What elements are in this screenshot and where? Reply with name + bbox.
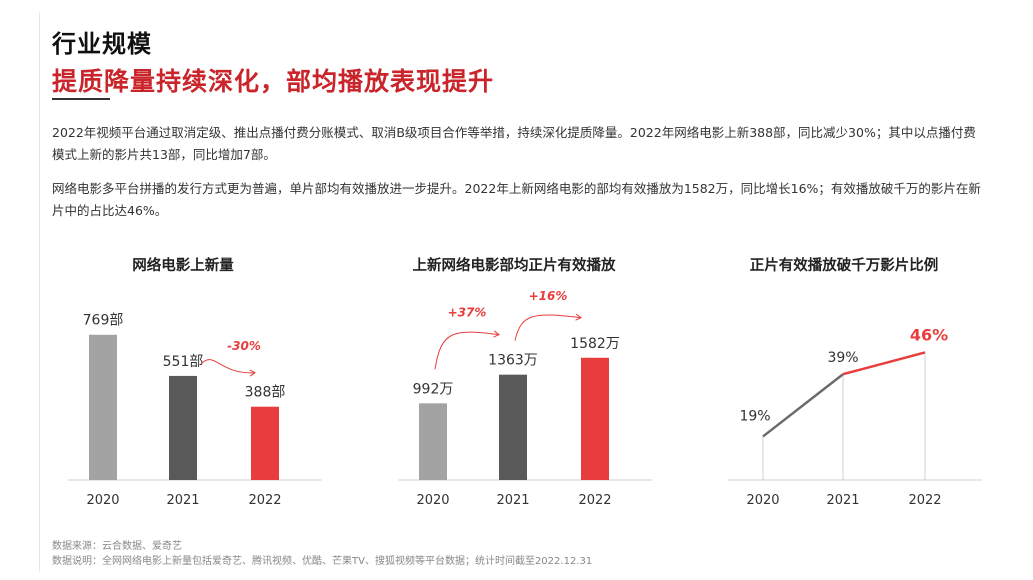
data-label-2021: 39%	[827, 350, 858, 366]
section-title: 行业规模	[52, 30, 152, 58]
bar-2022	[251, 406, 279, 480]
trend-line-segment-2	[842, 351, 926, 376]
tick-label-2020: 2020	[746, 493, 779, 508]
bar-2021	[499, 374, 527, 480]
change-arrow-2022	[514, 314, 582, 341]
change-label-2022: +16%	[529, 289, 568, 303]
data-label-2022: 1582万	[570, 336, 620, 352]
tick-label-2021: 2021	[496, 493, 529, 508]
tick-label-2021: 2021	[166, 493, 199, 508]
data-label-2022: 46%	[910, 325, 948, 344]
change-arrowhead-2022	[249, 369, 256, 377]
change-arrowhead-2021	[493, 330, 500, 338]
bar-2021	[169, 375, 197, 480]
chart-ten-million-ratio: 2020 2021 2022 19% 39% 46%	[728, 325, 982, 508]
tick-label-2021: 2021	[826, 493, 859, 508]
data-label-2020: 992万	[413, 381, 454, 397]
change-label-2021: +37%	[448, 306, 487, 320]
data-note: 数据说明：全网网络电影上新量包括爱奇艺、腾讯视频、优酷、芒果TV、搜狐视频等平台…	[52, 556, 593, 567]
chart-3-title: 正片有效播放破千万影片比例	[749, 258, 939, 274]
tick-label-2020: 2020	[416, 493, 449, 508]
bar-2020	[419, 403, 447, 480]
chart-2-title: 上新网络电影部均正片有效播放	[412, 258, 616, 274]
tick-label-2022: 2022	[578, 493, 611, 508]
data-label-2022: 388部	[245, 385, 286, 401]
data-label-2020: 769部	[83, 313, 124, 329]
paragraph-2: 网络电影多平台拼播的发行方式更为普遍，单片部均有效播放进一步提升。2022年上新…	[52, 181, 981, 218]
tick-label-2022: 2022	[248, 493, 281, 508]
headline-underline	[52, 98, 110, 100]
data-label-2021: 551部	[163, 354, 204, 370]
chart-new-releases: 769部 2020 551部 2021 388部 2022 -30%	[68, 313, 322, 508]
change-arrowhead-2022	[575, 313, 582, 321]
change-arrow-2021	[434, 331, 500, 370]
paragraph-1: 2022年视频平台通过取消定级、推出点播付费分账模式、取消B级项目合作等举措，持…	[52, 125, 976, 162]
data-source: 数据来源：云合数据、爱奇艺	[52, 541, 182, 552]
chart-1-title: 网络电影上新量	[132, 258, 234, 274]
tick-label-2020: 2020	[86, 493, 119, 508]
bar-2022	[581, 357, 609, 480]
bar-2020	[89, 334, 117, 480]
headline: 提质降量持续深化，部均播放表现提升	[52, 67, 495, 96]
data-label-2020: 19%	[739, 408, 770, 424]
tick-label-2022: 2022	[908, 493, 941, 508]
data-label-2021: 1363万	[488, 353, 538, 369]
chart-avg-plays: 992万 2020 1363万 2021 1582万 2022 +37% +16%	[398, 289, 652, 508]
change-label-2022: -30%	[227, 339, 261, 353]
change-arrow-2022	[200, 359, 256, 374]
trend-line-segment-1	[762, 373, 844, 438]
left-rule	[39, 12, 40, 572]
